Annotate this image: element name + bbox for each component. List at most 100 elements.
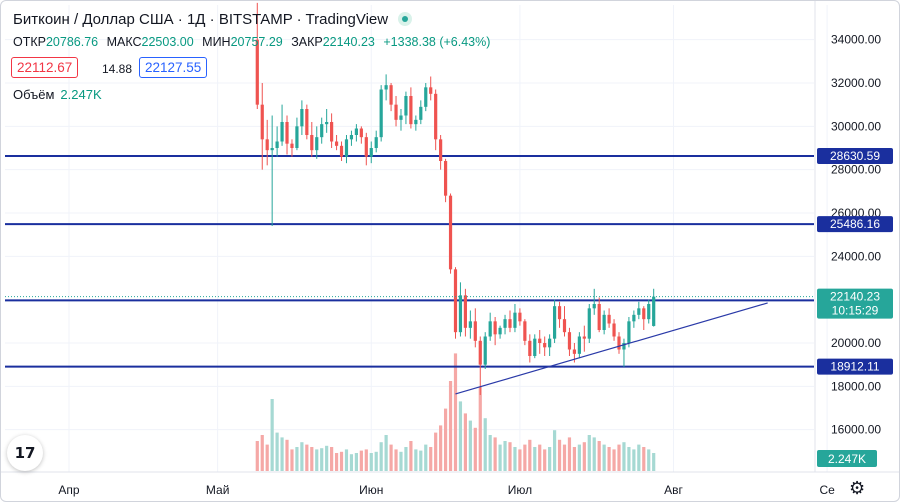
volume-bar xyxy=(300,442,304,471)
time-tick-label: Июн xyxy=(359,483,383,497)
high-value: 22503.00 xyxy=(141,35,194,49)
candle-body xyxy=(270,148,274,151)
candle xyxy=(508,310,512,333)
volume-bar xyxy=(364,449,368,471)
candle-body xyxy=(463,295,467,328)
candle xyxy=(429,76,433,101)
candle xyxy=(577,332,581,359)
candle xyxy=(399,109,403,131)
volume-bar xyxy=(607,447,611,471)
candle-body xyxy=(255,39,259,105)
last-price-axis-box xyxy=(817,288,893,319)
volume-bar xyxy=(295,447,299,471)
symbol-name[interactable]: Биткоин / Доллар США xyxy=(13,11,174,28)
candle-body xyxy=(344,139,349,157)
market-open-status-icon[interactable] xyxy=(398,12,413,26)
candle xyxy=(339,141,344,161)
candle-body xyxy=(552,306,557,339)
candle xyxy=(612,319,616,341)
candle xyxy=(379,85,383,142)
time-tick-label: Май xyxy=(206,483,230,497)
source-label: TradingView xyxy=(305,11,389,28)
candle-body xyxy=(409,96,413,125)
gear-icon[interactable]: ⚙ xyxy=(849,478,866,498)
volume-bar xyxy=(369,453,373,471)
candle xyxy=(468,310,472,339)
candle-body xyxy=(369,148,373,157)
volume-axis-box xyxy=(817,450,877,467)
volume-legend: Объём 2.247K xyxy=(13,87,102,102)
candle xyxy=(622,338,626,367)
volume-bar xyxy=(642,447,646,471)
volume-bar xyxy=(587,435,591,471)
sell-price-button[interactable]: 22112.67 xyxy=(11,57,79,78)
header-separator: · xyxy=(209,11,215,28)
volume-bar xyxy=(429,447,433,471)
candle-body xyxy=(562,319,567,333)
candle xyxy=(567,327,572,356)
change-value: +1338.38 (+6.43%) xyxy=(383,35,491,49)
volume-bar xyxy=(622,442,626,471)
candle-body xyxy=(285,122,289,144)
candle-body xyxy=(320,124,324,138)
interval-label[interactable]: 1Д xyxy=(186,11,206,28)
candle xyxy=(602,310,606,335)
volume-bar xyxy=(409,441,413,471)
candle-body xyxy=(652,296,656,326)
volume-bar xyxy=(399,451,403,471)
volume-bar xyxy=(255,441,259,471)
price-level-axis-label-box xyxy=(817,216,893,233)
candle-body xyxy=(419,106,423,120)
volume-bar xyxy=(320,448,324,471)
volume-bar xyxy=(443,408,448,471)
candle-body xyxy=(280,122,284,142)
candle xyxy=(320,117,324,144)
candle-body xyxy=(607,314,611,324)
candle xyxy=(518,308,522,326)
candle xyxy=(647,299,651,324)
price-tick-label: 28000.00 xyxy=(831,163,881,177)
candle-body xyxy=(518,312,522,322)
candle-body xyxy=(439,139,443,161)
volume-label: Объём xyxy=(13,87,55,102)
candle xyxy=(473,308,477,348)
candle xyxy=(443,158,448,203)
candle-body xyxy=(597,304,601,330)
candle xyxy=(310,122,314,157)
candle-body xyxy=(325,122,329,125)
time-tick-label: Авг xyxy=(664,483,683,497)
time-tick-label: Се xyxy=(819,483,835,497)
volume-bar xyxy=(602,444,606,471)
candle-body xyxy=(354,128,358,135)
volume-bar xyxy=(394,449,398,471)
volume-bar xyxy=(612,449,616,471)
candle-body xyxy=(642,308,646,320)
candle-body xyxy=(637,308,641,315)
volume-axis-label: 2.247K xyxy=(828,452,866,466)
price-tick-label: 18000.00 xyxy=(831,379,881,393)
candle xyxy=(448,193,453,274)
candle-body xyxy=(349,135,354,140)
volume-bar xyxy=(572,447,577,471)
candle xyxy=(637,301,641,320)
candle-body xyxy=(443,161,448,196)
low-label: МИН xyxy=(202,35,231,49)
volume-bar xyxy=(488,435,492,471)
candle-body xyxy=(379,89,383,138)
candle xyxy=(538,330,542,354)
volume-bar xyxy=(562,444,567,471)
ohlc-readout: ОТКР20786.76 МАКС22503.00 МИН20757.29 ЗА… xyxy=(13,35,495,49)
volume-bar xyxy=(508,442,512,471)
volume-bar xyxy=(647,449,651,471)
buy-price-button[interactable]: 22127.55 xyxy=(139,57,208,78)
candle xyxy=(300,100,304,135)
volume-bar xyxy=(270,399,274,471)
candle-body xyxy=(404,96,408,116)
candle xyxy=(493,317,497,346)
tradingview-logo-icon[interactable]: 17 xyxy=(7,435,43,471)
candle xyxy=(354,124,358,142)
candle xyxy=(330,113,334,148)
volume-bar xyxy=(498,444,502,471)
